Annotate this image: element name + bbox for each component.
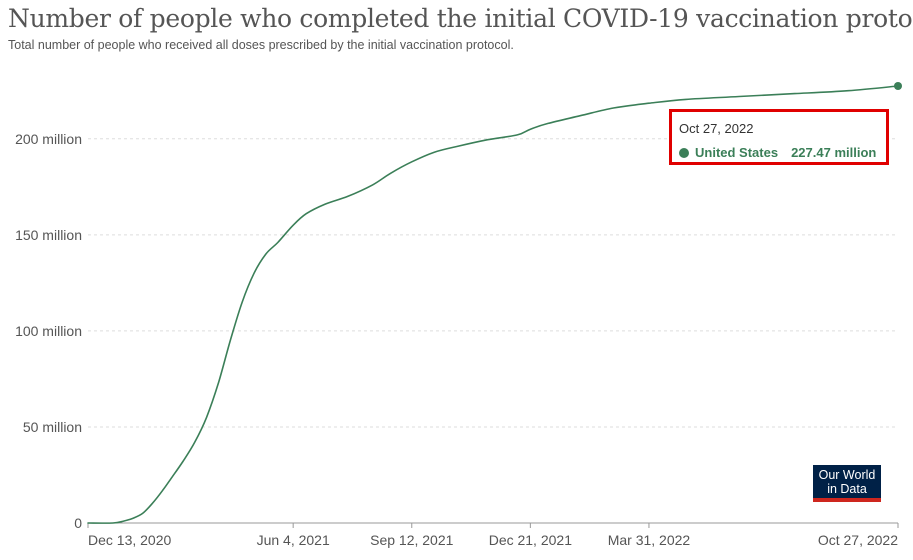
- data-point[interactable]: [371, 183, 375, 187]
- data-point[interactable]: [131, 516, 135, 520]
- data-point[interactable]: [228, 338, 232, 342]
- y-tick-label: 0: [74, 515, 82, 531]
- data-point[interactable]: [410, 160, 414, 164]
- y-tick-label: 50 million: [23, 419, 82, 435]
- data-point[interactable]: [276, 241, 280, 245]
- grid-layer: [88, 138, 898, 428]
- data-point[interactable]: [304, 212, 308, 216]
- data-point[interactable]: [546, 121, 550, 125]
- series-line-united-states[interactable]: [87, 85, 899, 524]
- data-point[interactable]: [323, 202, 327, 206]
- chart-subtitle: Total number of people who received all …: [8, 38, 514, 52]
- data-point[interactable]: [515, 133, 519, 137]
- x-tick-label: Dec 13, 2020: [88, 532, 171, 548]
- data-point[interactable]: [486, 138, 490, 142]
- tooltip-series-name: United States: [695, 145, 779, 160]
- data-point[interactable]: [193, 440, 197, 444]
- data-point[interactable]: [578, 114, 582, 118]
- tooltip-date: Oct 27, 2022: [679, 121, 754, 136]
- data-point[interactable]: [291, 223, 295, 227]
- data-point[interactable]: [240, 300, 244, 304]
- x-tick-label: Oct 27, 2022: [818, 532, 898, 548]
- logo-line-2: in Data: [827, 482, 867, 496]
- y-axis: 0 50 million 100 million 150 million 200 mil…: [15, 131, 82, 531]
- data-point[interactable]: [141, 511, 145, 515]
- y-tick-label: 150 million: [15, 227, 82, 243]
- data-point[interactable]: [846, 89, 850, 93]
- hover-tooltip: Oct 27, 2022 United States 227.47 million: [669, 109, 889, 165]
- data-point[interactable]: [216, 381, 220, 385]
- y-tick-label: 200 million: [15, 131, 82, 147]
- data-point[interactable]: [432, 150, 436, 154]
- tooltip-value: 227.47 million: [791, 145, 877, 160]
- data-point[interactable]: [170, 475, 174, 479]
- data-point[interactable]: [528, 127, 532, 131]
- data-point[interactable]: [737, 95, 741, 99]
- chart-title: Number of people who completed the initi…: [8, 4, 913, 33]
- data-point[interactable]: [150, 502, 154, 506]
- data-point[interactable]: [611, 106, 615, 110]
- data-point[interactable]: [346, 194, 350, 198]
- data-point[interactable]: [455, 144, 459, 148]
- data-point[interactable]: [647, 101, 651, 105]
- data-point[interactable]: [264, 252, 268, 256]
- x-tick-label: Sep 12, 2021: [370, 532, 454, 548]
- data-point[interactable]: [205, 415, 209, 419]
- data-point[interactable]: [161, 488, 165, 492]
- series-marker-icon: [679, 148, 689, 158]
- x-tick-label: Mar 31, 2022: [608, 532, 691, 548]
- data-point[interactable]: [181, 460, 185, 464]
- data-point[interactable]: [86, 521, 90, 525]
- x-tick-label: Jun 4, 2021: [257, 532, 330, 548]
- data-point[interactable]: [388, 171, 392, 175]
- data-point[interactable]: [122, 519, 126, 523]
- y-tick-label: 100 million: [15, 323, 82, 339]
- x-axis: Dec 13, 2020 Jun 4, 2021 Sep 12, 2021 Dec 2…: [87, 522, 899, 548]
- series-layer: [86, 82, 902, 525]
- data-point[interactable]: [252, 271, 256, 275]
- x-tick-label: Dec 21, 2021: [489, 532, 572, 548]
- data-point[interactable]: [111, 521, 115, 525]
- data-point[interactable]: [793, 92, 797, 96]
- series-end-marker[interactable]: [894, 82, 902, 90]
- data-point[interactable]: [684, 97, 688, 101]
- owid-logo[interactable]: Our World in Data: [813, 465, 881, 502]
- logo-line-1: Our World: [818, 468, 876, 482]
- tooltip-row: United States 227.47 million: [679, 145, 876, 160]
